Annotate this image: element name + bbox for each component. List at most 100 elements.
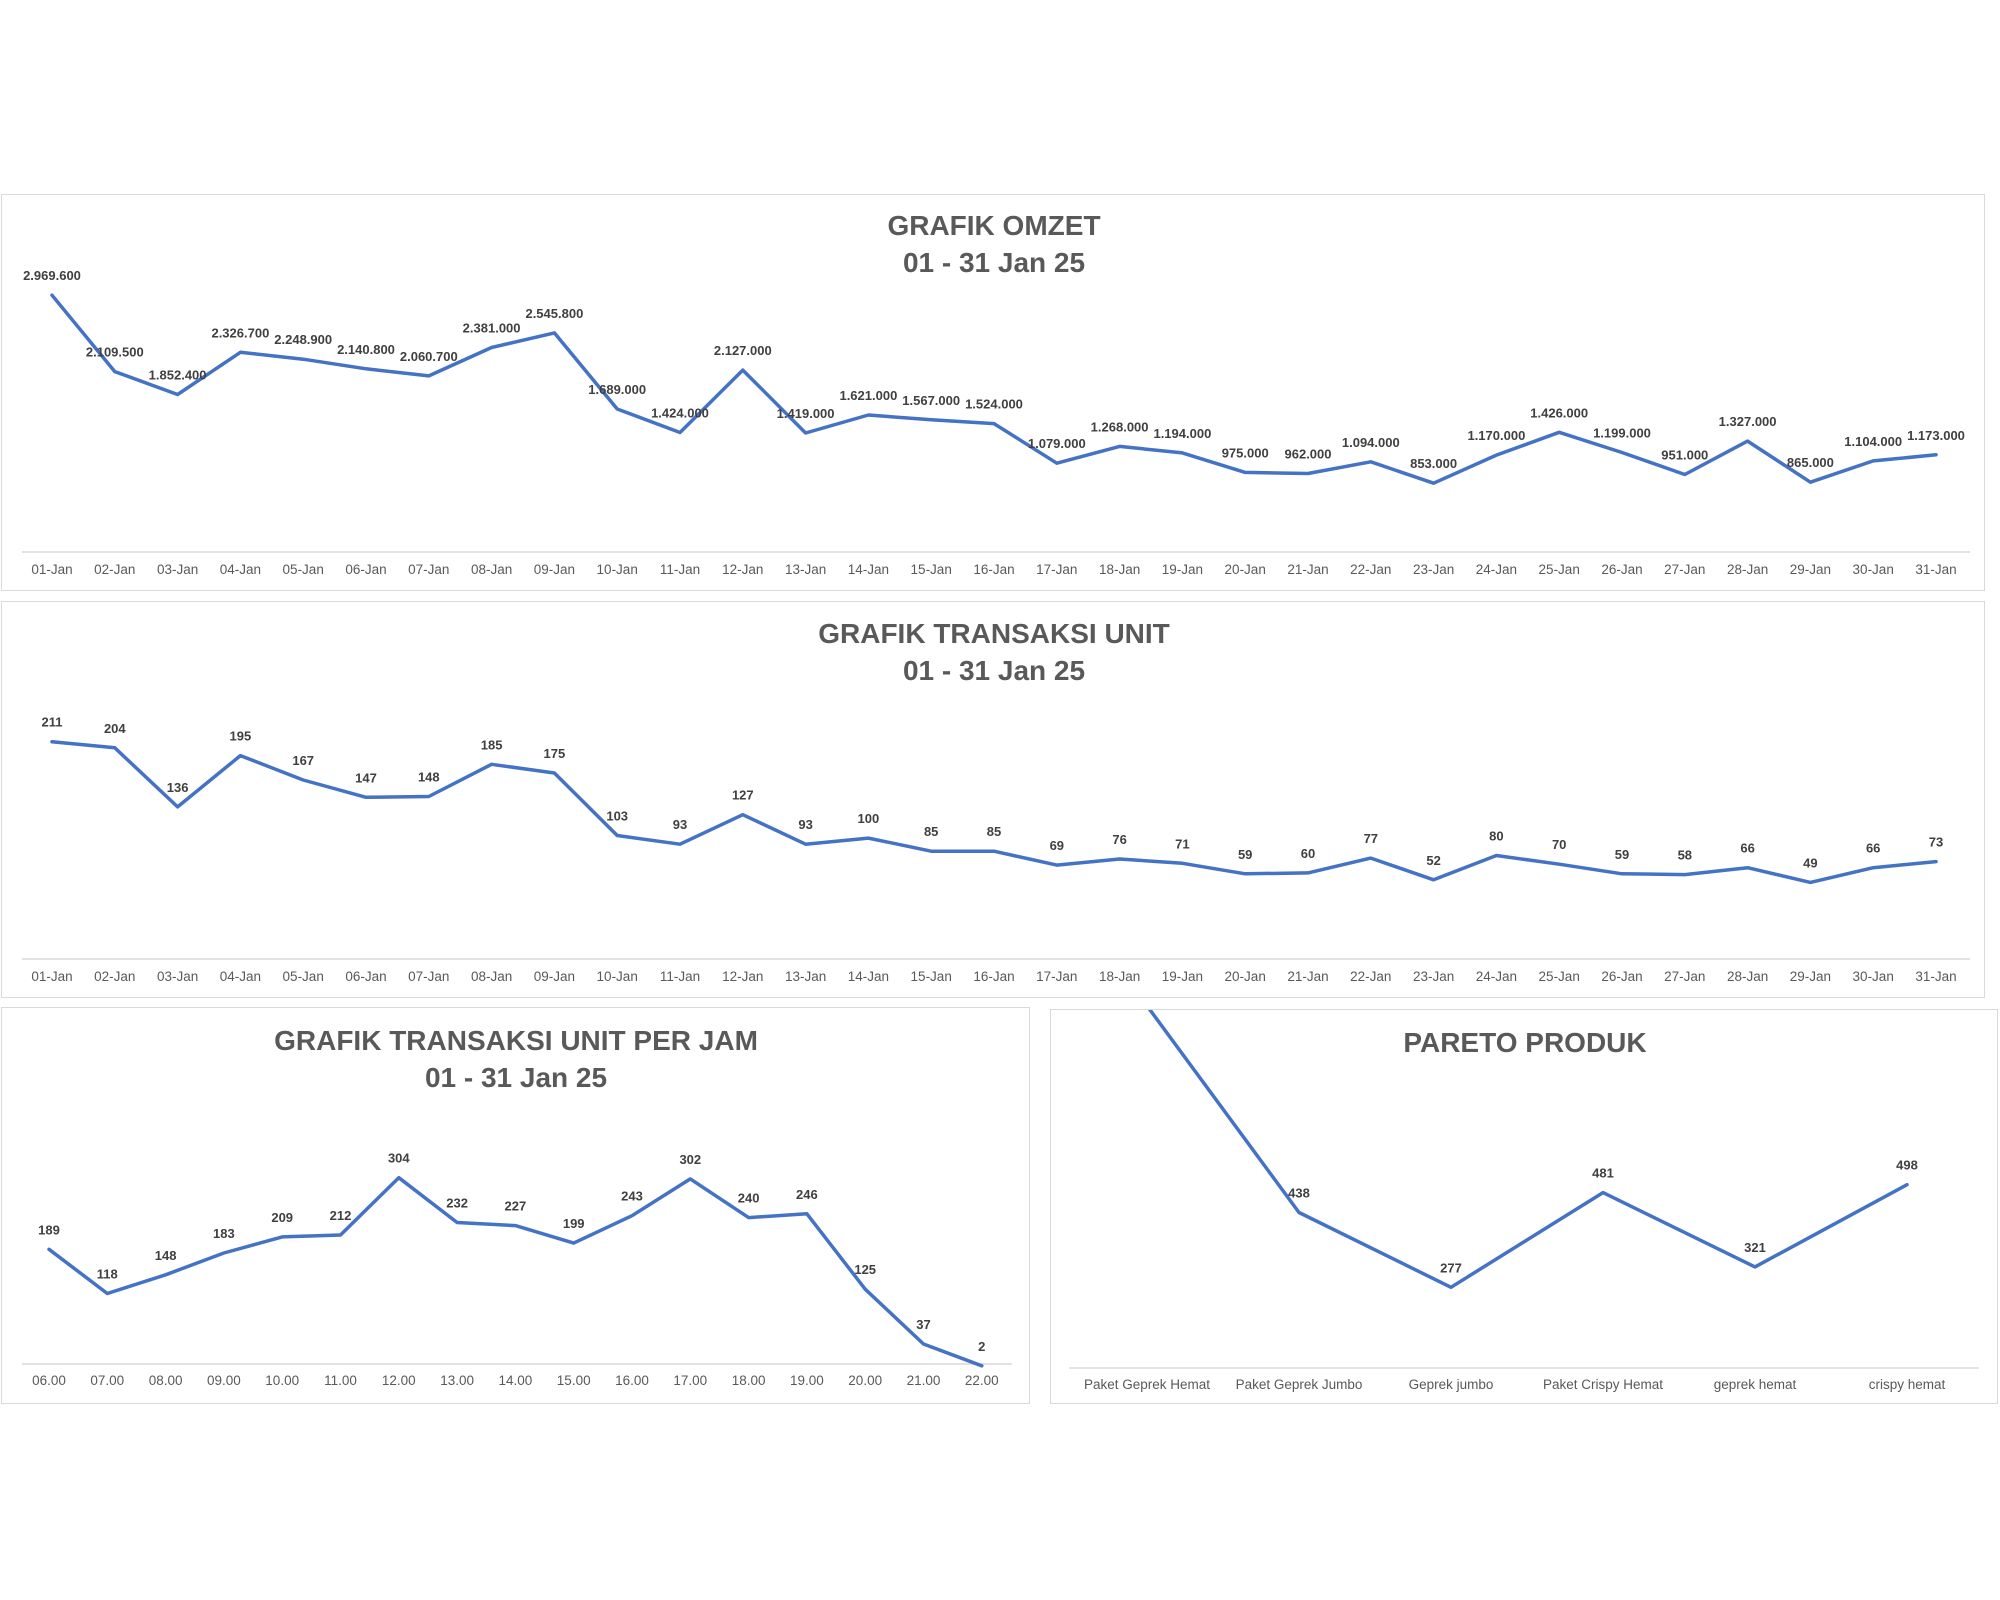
x-tick-label: 10-Jan (597, 562, 638, 577)
x-tick-label: 11.00 (324, 1373, 357, 1388)
data-label: 85 (924, 824, 938, 839)
data-label: 2.140.800 (337, 342, 395, 357)
data-label: 80 (1489, 829, 1503, 844)
x-tick-label: 13.00 (440, 1373, 474, 1388)
x-tick-label: 02-Jan (94, 562, 135, 577)
data-label: 204 (104, 721, 126, 736)
data-label: 481 (1592, 1166, 1614, 1181)
x-tick-label: 10.00 (265, 1373, 299, 1388)
chart-subtitle: 01 - 31 Jan 25 (425, 1062, 607, 1093)
data-label: 59 (1238, 847, 1252, 862)
data-label: 232 (446, 1196, 468, 1211)
x-tick-label: 03-Jan (157, 562, 198, 577)
x-tick-label: 06.00 (32, 1373, 66, 1388)
data-label: 2.545.800 (525, 306, 583, 321)
data-label: 127 (732, 788, 754, 803)
x-tick-label: 18.00 (732, 1373, 766, 1388)
chart-subtitle: 01 - 31 Jan 25 (903, 247, 1085, 278)
x-tick-label: 06-Jan (345, 969, 386, 984)
data-label: 60 (1301, 846, 1315, 861)
data-label: 93 (673, 817, 687, 832)
x-tick-label: 07-Jan (408, 562, 449, 577)
data-label: 2 (978, 1339, 985, 1354)
data-label: 66 (1740, 841, 1754, 856)
x-tick-label: 23-Jan (1413, 562, 1454, 577)
x-tick-label: 13-Jan (785, 562, 826, 577)
data-label: 212 (330, 1208, 352, 1223)
data-label: 853.000 (1410, 456, 1457, 471)
x-tick-label: 16-Jan (973, 969, 1014, 984)
transaksi-per-jam-chart: GRAFIK TRANSAKSI UNIT PER JAM 01 - 31 Jan… (22, 1025, 1012, 1388)
data-label: 103 (606, 809, 628, 824)
data-label: 37 (916, 1317, 930, 1332)
data-label: 2.381.000 (463, 321, 521, 336)
x-tick-label: 09-Jan (534, 562, 575, 577)
x-tick-label: 23-Jan (1413, 969, 1454, 984)
data-label: 1.194.000 (1153, 426, 1211, 441)
data-label: 199 (563, 1216, 585, 1231)
data-label: 1.094.000 (1342, 435, 1400, 450)
data-label: 1.424.000 (651, 406, 709, 421)
x-tick-label: 21-Jan (1287, 969, 1328, 984)
data-label: 100 (858, 811, 880, 826)
data-label: 1.199.000 (1593, 426, 1651, 441)
x-tick-label: geprek hemat (1714, 1377, 1797, 1392)
x-tick-label: 22-Jan (1350, 969, 1391, 984)
data-label: 49 (1803, 855, 1817, 870)
x-tick-label: 08-Jan (471, 562, 512, 577)
x-tick-label: 20.00 (848, 1373, 882, 1388)
data-label: 167 (292, 753, 314, 768)
data-label: 246 (796, 1187, 818, 1202)
data-label: 85 (987, 824, 1001, 839)
x-tick-label: 21.00 (907, 1373, 941, 1388)
data-label: 66 (1866, 841, 1880, 856)
data-label: 975.000 (1222, 445, 1269, 460)
data-label: 1.426.000 (1530, 405, 1588, 420)
x-tick-label: 15.00 (557, 1373, 591, 1388)
data-label: 77 (1364, 831, 1378, 846)
x-tick-label: 15-Jan (911, 562, 952, 577)
data-label: 59 (1615, 847, 1629, 862)
x-tick-label: 07-Jan (408, 969, 449, 984)
data-label: 148 (155, 1248, 177, 1263)
data-label: 1.621.000 (839, 388, 897, 403)
x-tick-label: 24-Jan (1476, 562, 1517, 577)
x-tick-label: 26-Jan (1601, 562, 1642, 577)
x-tick-label: 31-Jan (1915, 562, 1956, 577)
series-line (50, 293, 1938, 485)
x-tick-label: 20-Jan (1225, 969, 1266, 984)
chart-title: GRAFIK TRANSAKSI UNIT PER JAM (274, 1025, 758, 1056)
x-tick-label: 04-Jan (220, 969, 261, 984)
data-label: 2.326.700 (211, 325, 269, 340)
chart-title: GRAFIK OMZET (887, 210, 1100, 241)
x-tick-label: 05-Jan (283, 562, 324, 577)
data-label: 2.248.900 (274, 332, 332, 347)
x-tick-label: 19-Jan (1162, 969, 1203, 984)
series-line (50, 739, 1938, 885)
x-tick-label: 27-Jan (1664, 969, 1705, 984)
data-label: 865.000 (1787, 455, 1834, 470)
data-label: 147 (355, 770, 377, 785)
data-label: 2.060.700 (400, 349, 458, 364)
data-label: 73 (1929, 835, 1943, 850)
x-tick-label: 03-Jan (157, 969, 198, 984)
x-tick-label: 20-Jan (1225, 562, 1266, 577)
chart-subtitle: 01 - 31 Jan 25 (903, 655, 1085, 686)
x-tick-label: 11-Jan (660, 562, 700, 577)
x-tick-label: 13-Jan (785, 969, 826, 984)
x-tick-label: 26-Jan (1601, 969, 1642, 984)
data-label: 1.170.000 (1467, 428, 1525, 443)
x-tick-label: 22.00 (965, 1373, 999, 1388)
pareto-produk-chart-panel: PARETO PRODUK883Paket Geprek Hemat438Pak… (1050, 1009, 1998, 1404)
data-label: 1.173.000 (1907, 428, 1965, 443)
data-label: 240 (738, 1191, 760, 1206)
x-tick-label: 21-Jan (1287, 562, 1328, 577)
x-tick-label: 24-Jan (1476, 969, 1517, 984)
data-label: 302 (679, 1152, 701, 1167)
x-tick-label: 10-Jan (597, 969, 638, 984)
data-label: 93 (798, 817, 812, 832)
transaksi-per-jam-chart-panel: GRAFIK TRANSAKSI UNIT PER JAM 01 - 31 Jan… (1, 1007, 1030, 1404)
data-label: 1.104.000 (1844, 434, 1902, 449)
x-tick-label: 04-Jan (220, 562, 261, 577)
x-tick-label: 12.00 (382, 1373, 416, 1388)
